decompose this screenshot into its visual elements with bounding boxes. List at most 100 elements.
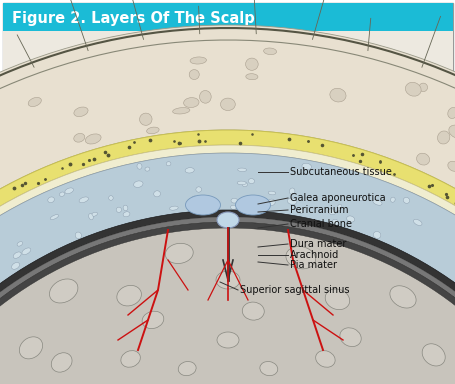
Ellipse shape [50,215,58,220]
Polygon shape [0,217,455,384]
Ellipse shape [196,187,201,192]
Text: Superior sagittal sinus: Superior sagittal sinus [239,285,349,295]
Bar [3,31,452,338]
Ellipse shape [166,162,171,166]
Ellipse shape [237,181,246,185]
Bar [3,338,452,381]
Ellipse shape [142,311,163,329]
Ellipse shape [336,204,341,211]
Ellipse shape [185,195,220,215]
Ellipse shape [19,337,42,359]
Ellipse shape [91,212,97,216]
Ellipse shape [242,302,264,320]
Ellipse shape [315,351,334,367]
Ellipse shape [189,70,199,79]
Ellipse shape [404,82,420,96]
Ellipse shape [389,197,394,202]
Polygon shape [0,222,455,384]
Ellipse shape [327,209,335,215]
Ellipse shape [169,206,178,210]
Ellipse shape [285,247,315,269]
Ellipse shape [217,212,238,228]
Ellipse shape [48,197,54,203]
Polygon shape [0,130,455,384]
Ellipse shape [185,168,194,173]
Ellipse shape [74,134,85,142]
Ellipse shape [65,188,73,194]
Ellipse shape [85,134,101,144]
Ellipse shape [447,161,455,171]
Ellipse shape [133,181,143,187]
Ellipse shape [324,289,349,310]
Ellipse shape [121,351,140,367]
Text: https://commons.wikimedia.org/wiki/File:Gray1196.png: https://commons.wikimedia.org/wiki/File:… [10,361,278,371]
Ellipse shape [183,98,198,108]
Ellipse shape [448,125,455,138]
Ellipse shape [263,48,276,55]
Ellipse shape [230,205,236,209]
Polygon shape [0,153,455,384]
Text: Subcutaneous tissue: Subcutaneous tissue [289,167,391,177]
Ellipse shape [418,83,427,92]
Text: Cranial bone: Cranial bone [289,219,351,229]
Ellipse shape [268,199,274,205]
Text: Dura mater: Dura mater [289,239,346,249]
Ellipse shape [116,207,121,212]
Ellipse shape [178,361,196,376]
Polygon shape [0,210,455,384]
Ellipse shape [216,271,239,289]
Ellipse shape [17,242,23,246]
Ellipse shape [108,196,113,200]
Ellipse shape [145,167,150,171]
Ellipse shape [59,192,65,196]
Polygon shape [0,228,455,384]
Ellipse shape [116,285,141,306]
Text: Pia mater: Pia mater [289,260,336,270]
Ellipse shape [447,108,455,119]
Ellipse shape [88,214,93,220]
Ellipse shape [413,219,421,225]
Ellipse shape [298,209,303,214]
Text: Figure 2. Layers Of The Scalp: Figure 2. Layers Of The Scalp [12,12,254,26]
Ellipse shape [22,248,31,255]
Ellipse shape [251,203,259,207]
Ellipse shape [248,179,254,184]
Ellipse shape [11,263,20,269]
Ellipse shape [289,188,294,195]
Ellipse shape [49,279,78,303]
Ellipse shape [373,232,380,238]
Ellipse shape [28,98,41,106]
Text: Arachnoid: Arachnoid [289,250,339,260]
Polygon shape [0,145,455,384]
Ellipse shape [147,127,159,134]
Ellipse shape [139,113,152,125]
Ellipse shape [231,198,237,203]
Ellipse shape [358,197,362,201]
Ellipse shape [346,216,354,222]
Ellipse shape [416,153,429,165]
Ellipse shape [217,332,238,348]
Ellipse shape [421,344,444,366]
Ellipse shape [331,219,338,225]
Ellipse shape [51,353,72,372]
Ellipse shape [268,191,275,195]
Bar [3,3,452,31]
Text: Source: Gray’s Anatomy/Wikimedia Commons/Public Domain: Source: Gray’s Anatomy/Wikimedia Commons… [10,347,307,357]
Ellipse shape [259,361,277,376]
Ellipse shape [123,205,127,211]
Ellipse shape [437,131,449,144]
Ellipse shape [172,108,189,114]
Ellipse shape [329,88,345,102]
Ellipse shape [235,195,270,215]
Ellipse shape [242,182,247,187]
Polygon shape [0,25,455,379]
Ellipse shape [199,91,211,103]
Ellipse shape [339,328,360,346]
Ellipse shape [389,286,415,308]
Ellipse shape [237,168,246,172]
Ellipse shape [220,98,235,111]
Ellipse shape [123,212,130,217]
Text: Galea aponeurotica: Galea aponeurotica [289,193,385,203]
Ellipse shape [13,252,21,258]
Ellipse shape [75,232,81,239]
